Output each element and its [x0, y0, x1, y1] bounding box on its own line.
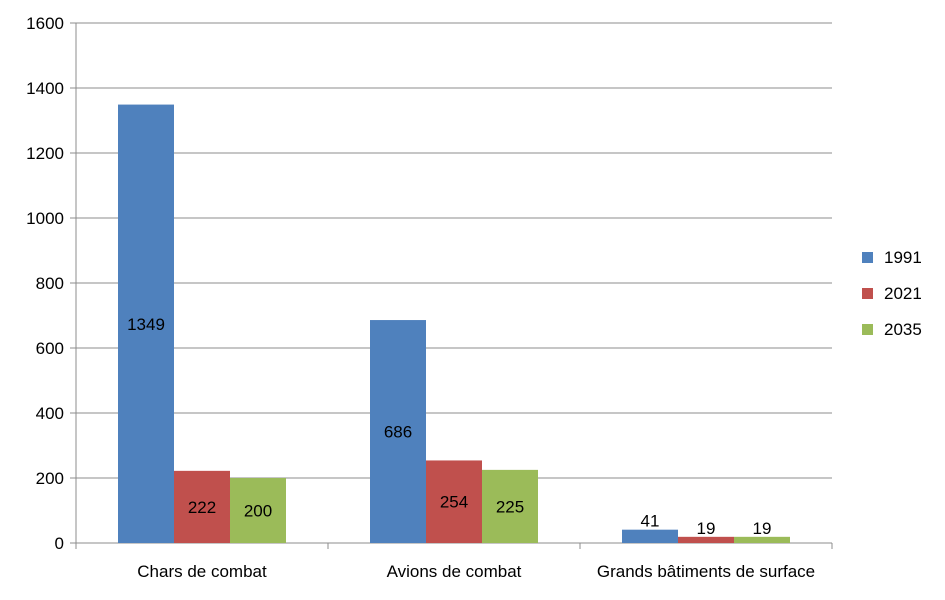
y-tick-label: 1000	[26, 209, 64, 228]
data-label: 225	[496, 497, 524, 516]
bar-2021	[678, 536, 734, 543]
data-label: 222	[188, 498, 216, 517]
data-label: 200	[244, 502, 272, 521]
bar-1991	[118, 104, 174, 543]
legend-label: 1991	[884, 248, 922, 267]
legend-label: 2035	[884, 320, 922, 339]
data-label: 254	[440, 493, 468, 512]
bar-2035	[734, 536, 790, 543]
gridlines	[76, 22, 832, 479]
y-tick-label: 1400	[26, 79, 64, 98]
legend-swatch-2021	[862, 288, 873, 299]
data-label: 19	[697, 519, 716, 538]
bar-2035	[230, 478, 286, 543]
legend-label: 2021	[884, 284, 922, 303]
x-category-label: Chars de combat	[137, 562, 267, 581]
bar-2035	[482, 469, 538, 543]
bar-2021	[174, 470, 230, 543]
x-category-label: Avions de combat	[387, 562, 522, 581]
y-tick-label: 600	[36, 339, 64, 358]
data-label: 41	[641, 512, 660, 531]
x-category-label: Grands bâtiments de surface	[597, 562, 815, 581]
y-tick-label: 200	[36, 469, 64, 488]
y-tick-label: 800	[36, 274, 64, 293]
bar-1991	[622, 529, 678, 543]
data-labels: 1349 222 200 686 254 225 41 19 19	[127, 315, 771, 538]
data-label: 19	[753, 519, 772, 538]
data-label: 686	[384, 423, 412, 442]
y-tick-label: 1600	[26, 14, 64, 33]
bars	[118, 104, 790, 543]
data-label: 1349	[127, 315, 165, 334]
y-tick-label: 1200	[26, 144, 64, 163]
bar-2021	[426, 460, 482, 543]
axes: 0 200 400 600 800 1000 1200 1400 1600 Chars de co…	[26, 14, 833, 581]
bar-1991	[370, 320, 426, 543]
y-tick-label: 0	[55, 534, 64, 553]
legend: 1991 2021 2035	[862, 248, 922, 339]
legend-swatch-2035	[862, 324, 873, 335]
legend-swatch-1991	[862, 252, 873, 263]
y-tick-label: 400	[36, 404, 64, 423]
